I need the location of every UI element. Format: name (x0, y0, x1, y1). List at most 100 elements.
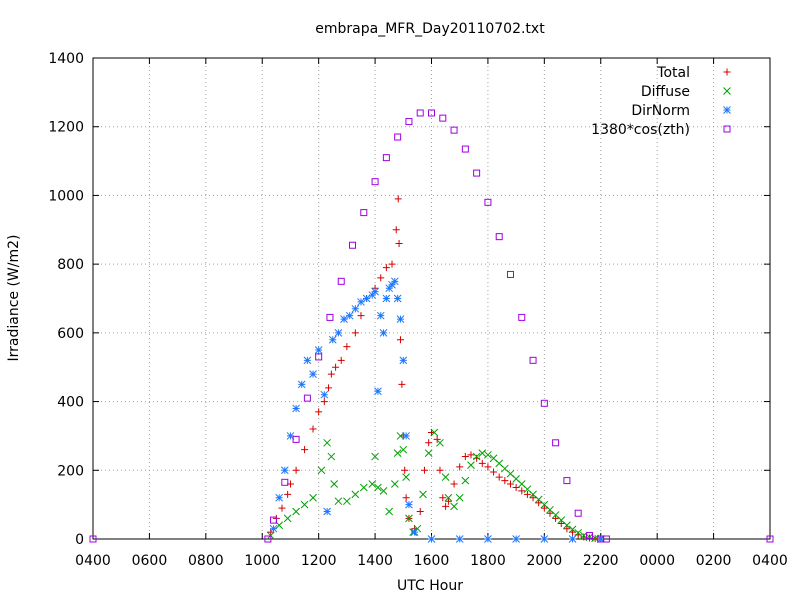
legend-marker (723, 68, 731, 76)
data-point (405, 500, 413, 509)
data-point (270, 516, 278, 524)
data-point (396, 315, 405, 323)
data-point (337, 277, 345, 285)
data-point (529, 356, 537, 364)
data-point (518, 313, 526, 321)
data-point (349, 241, 357, 249)
x-tick-label: 2200 (583, 553, 619, 569)
data-point (425, 439, 433, 447)
data-point (416, 109, 424, 117)
data-point (343, 343, 351, 351)
data-point (490, 468, 498, 476)
data-point (396, 432, 405, 440)
x-tick-label: 0800 (188, 553, 224, 569)
series-3 (89, 109, 774, 543)
legend-marker (723, 125, 731, 133)
data-point (326, 313, 334, 321)
data-point (546, 509, 554, 517)
data-point (374, 483, 382, 492)
data-point (450, 480, 458, 488)
data-point (405, 514, 413, 523)
data-point (552, 514, 560, 522)
data-point (410, 528, 419, 536)
data-point (495, 233, 503, 241)
data-point (455, 493, 464, 502)
data-point (376, 311, 385, 320)
y-tick-label: 600 (57, 326, 84, 342)
data-point (278, 504, 286, 512)
legend-label: DirNorm (631, 103, 690, 119)
data-point (420, 466, 428, 474)
data-point (439, 114, 447, 122)
y-tick-label: 800 (57, 257, 84, 273)
data-point (382, 154, 390, 162)
data-point (371, 178, 379, 186)
data-point (574, 509, 582, 517)
data-point (357, 312, 365, 320)
data-point (540, 399, 548, 407)
data-point (309, 425, 317, 433)
legend-label: Total (656, 65, 690, 81)
data-point (292, 404, 300, 413)
data-point (484, 535, 492, 543)
x-tick-label: 1400 (357, 553, 393, 569)
data-point (297, 380, 306, 389)
data-point (320, 390, 329, 399)
data-point (444, 497, 452, 505)
data-point (402, 494, 410, 502)
data-point (540, 504, 548, 512)
data-point (399, 356, 408, 365)
data-point (374, 387, 382, 396)
data-point (574, 528, 583, 537)
data-point (309, 370, 317, 378)
data-point (362, 294, 371, 303)
data-point (309, 493, 317, 502)
data-point (286, 432, 295, 440)
data-point (360, 209, 368, 217)
data-point (535, 499, 543, 507)
data-point (518, 487, 526, 495)
data-point (368, 480, 377, 488)
data-point (523, 490, 531, 498)
data-point (393, 294, 402, 303)
data-point (281, 478, 289, 486)
data-point (596, 535, 605, 543)
data-point (552, 439, 560, 447)
data-point (327, 452, 336, 461)
data-point (495, 473, 503, 481)
data-point (351, 329, 359, 337)
data-point (450, 126, 458, 134)
grid (93, 58, 770, 539)
y-tick-label: 200 (57, 463, 84, 479)
y-tick-label: 0 (75, 532, 84, 548)
data-point (439, 494, 447, 502)
legend-marker (723, 87, 731, 95)
data-point (484, 198, 492, 206)
y-axis-label: Irradiance (W/m2) (6, 235, 22, 362)
data-point (398, 380, 406, 388)
x-tick-label: 0400 (75, 553, 111, 569)
data-point (385, 507, 394, 516)
data-point (357, 298, 365, 306)
x-tick-label: 0200 (696, 553, 732, 569)
data-point (390, 480, 399, 488)
data-point (303, 394, 311, 402)
data-point (568, 535, 577, 543)
data-point (419, 490, 427, 499)
data-point (467, 461, 475, 469)
data-point (563, 525, 571, 533)
data-point (585, 532, 593, 540)
data-point (484, 450, 492, 459)
data-point (315, 408, 323, 416)
data-point (328, 335, 337, 344)
x-tick-label: 1000 (244, 553, 280, 569)
series-layer (89, 109, 774, 543)
data-point (399, 445, 408, 454)
data-point (379, 487, 388, 495)
data-point (461, 476, 470, 485)
data-point (269, 524, 278, 533)
data-point (501, 477, 509, 485)
data-point (303, 356, 312, 365)
data-point (325, 384, 333, 392)
y-tick-label: 400 (57, 395, 84, 411)
